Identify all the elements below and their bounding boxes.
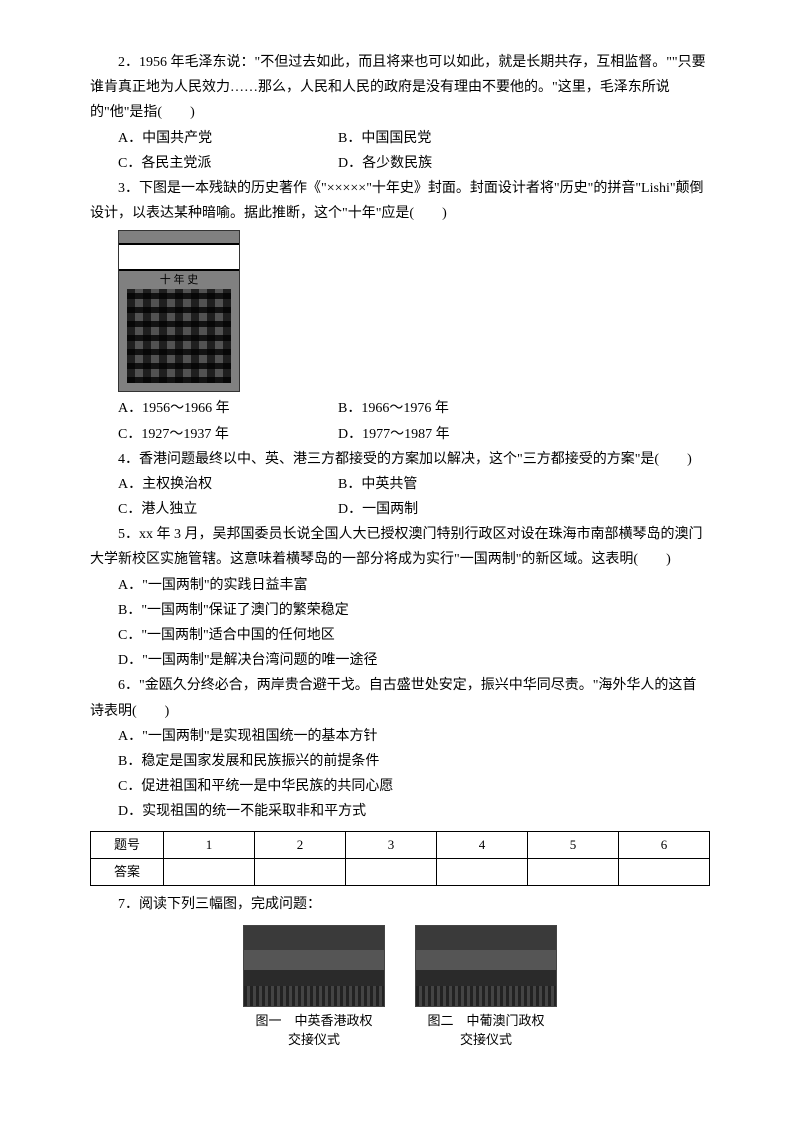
caption-2: 图二 中葡澳门政权 交接仪式 [415,1011,557,1050]
q2-opt-a: A．中国共产党 [118,126,338,151]
q5-opt-b: B．"一国两制"保证了澳门的繁荣稳定 [118,598,710,623]
q5-opt-d: D．"一国两制"是解决台湾问题的唯一途径 [118,648,710,673]
table-col-4: 4 [437,831,528,858]
q2-options: A．中国共产党 B．中国国民党 C．各民主党派 D．各少数民族 [90,126,710,176]
q4-text: 4．香港问题最终以中、英、港三方都接受的方案加以解决，这个"三方都接受的方案"是… [90,447,710,472]
table-col-1: 1 [164,831,255,858]
table-cell [619,858,710,885]
q5-text: 5．xx 年 3 月，吴邦国委员长说全国人大已授权澳门特别行政区对设在珠海市南部… [90,522,710,572]
table-row: 答案 [91,858,710,885]
q7-text: 7．阅读下列三幅图，完成问题： [90,892,710,917]
q6-text: 6．"金瓯久分终必合，两岸贵合避干戈。自古盛世处安定，振兴中华同尽责。"海外华人… [90,673,710,723]
caption-2-line1: 图二 中葡澳门政权 [415,1011,557,1031]
q2-opt-c: C．各民主党派 [118,151,338,176]
q3-opt-a: A．1956～1966 年 [118,396,338,421]
image-row [90,925,710,1007]
q6-opt-c: C．促进祖国和平统一是中华民族的共同心愿 [118,774,710,799]
q5-opt-a: A．"一国两制"的实践日益丰富 [118,573,710,598]
q4-opt-d: D．一国两制 [338,497,710,522]
q4-opt-c: C．港人独立 [118,497,338,522]
table-cell [437,858,528,885]
caption-2-line2: 交接仪式 [415,1030,557,1050]
q2-opt-b: B．中国国民党 [338,126,710,151]
q4-opt-a: A．主权换治权 [118,472,338,497]
book-cover-image: 十 年 史 [118,230,240,392]
q3-opt-b: B．1966～1976 年 [338,396,710,421]
q4-opt-b: B．中英共管 [338,472,710,497]
answer-table: 题号 1 2 3 4 5 6 答案 [90,831,710,886]
table-col-2: 2 [255,831,346,858]
q3-options: A．1956～1966 年 B．1966～1976 年 C．1927～1937 … [90,396,710,446]
q6-options: A．"一国两制"是实现祖国统一的基本方针 B．稳定是国家发展和民族振兴的前提条件… [90,724,710,825]
macau-handover-image [415,925,557,1007]
table-cell [346,858,437,885]
q4-options: A．主权换治权 B．中英共管 C．港人独立 D．一国两制 [90,472,710,522]
q6-opt-a: A．"一国两制"是实现祖国统一的基本方针 [118,724,710,749]
q6-opt-b: B．稳定是国家发展和民族振兴的前提条件 [118,749,710,774]
table-header-label: 题号 [91,831,164,858]
book-label: 十 年 史 [119,271,239,291]
hk-handover-image [243,925,385,1007]
q2-text: 2．1956 年毛泽东说："不但过去如此，而且将来也可以如此，就是长期共存，互相… [90,50,710,126]
caption-1-line1: 图一 中英香港政权 [243,1011,385,1031]
caption-row: 图一 中英香港政权 交接仪式 图二 中葡澳门政权 交接仪式 [90,1011,710,1050]
q3-text: 3．下图是一本残缺的历史著作《"×××××"十年史》封面。封面设计者将"历史"的… [90,176,710,226]
q2-opt-d: D．各少数民族 [338,151,710,176]
caption-1: 图一 中英香港政权 交接仪式 [243,1011,385,1050]
q5-opt-c: C．"一国两制"适合中国的任何地区 [118,623,710,648]
q3-opt-c: C．1927～1937 年 [118,422,338,447]
table-cell [164,858,255,885]
table-answer-label: 答案 [91,858,164,885]
q6-opt-d: D．实现祖国的统一不能采取非和平方式 [118,799,710,824]
table-col-5: 5 [528,831,619,858]
table-cell [528,858,619,885]
caption-1-line2: 交接仪式 [243,1030,385,1050]
table-col-6: 6 [619,831,710,858]
table-row: 题号 1 2 3 4 5 6 [91,831,710,858]
q5-options: A．"一国两制"的实践日益丰富 B．"一国两制"保证了澳门的繁荣稳定 C．"一国… [90,573,710,674]
table-cell [255,858,346,885]
q3-opt-d: D．1977～1987 年 [338,422,710,447]
table-col-3: 3 [346,831,437,858]
